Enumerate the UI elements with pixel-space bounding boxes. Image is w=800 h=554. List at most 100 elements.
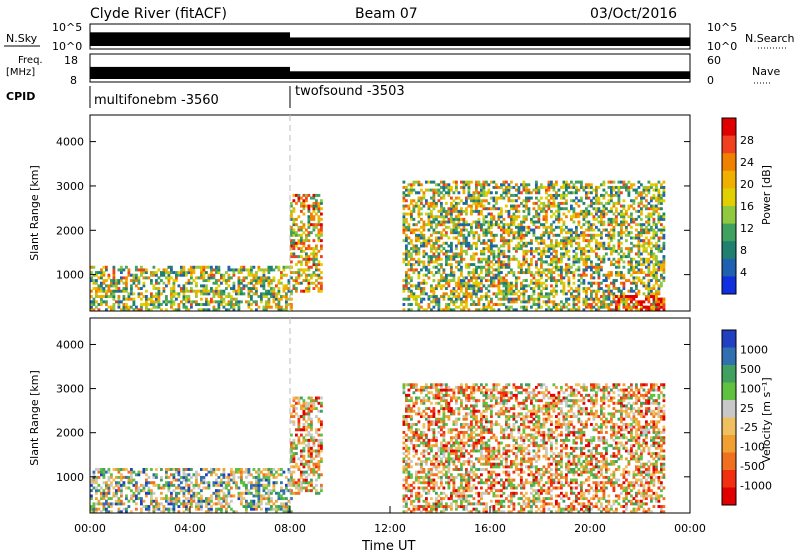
heatmap-cell	[405, 297, 408, 301]
heatmap-cell	[537, 297, 541, 301]
heatmap-cell	[645, 284, 648, 288]
heatmap-cell	[450, 257, 453, 261]
heatmap-cell	[615, 295, 618, 298]
heatmap-cell	[537, 292, 541, 296]
heatmap-cell	[155, 295, 158, 298]
heatmap-cell	[95, 486, 98, 490]
heatmap-cell	[107, 475, 111, 479]
heatmap-cell	[642, 292, 646, 296]
heatmap-cell	[520, 183, 523, 187]
heatmap-cell	[590, 199, 593, 203]
heatmap-cell	[447, 212, 451, 216]
heatmap-cell	[402, 223, 406, 227]
heatmap-cell	[255, 281, 258, 285]
heatmap-cell	[502, 281, 506, 285]
heatmap-cell	[497, 223, 501, 227]
heatmap-cell	[97, 507, 101, 511]
heatmap-cell	[627, 303, 631, 306]
heatmap-cell	[465, 209, 468, 213]
heatmap-cell	[150, 481, 153, 485]
heatmap-cell	[300, 281, 303, 285]
heatmap-cell	[280, 276, 283, 280]
heatmap-cell	[595, 252, 598, 256]
heatmap-cell	[260, 281, 263, 285]
heatmap-cell	[315, 247, 318, 251]
heatmap-cell	[572, 289, 576, 293]
heatmap-cell	[160, 475, 163, 479]
heatmap-cell	[97, 289, 101, 293]
heatmap-cell	[297, 438, 301, 442]
heatmap-cell	[405, 420, 408, 424]
heatmap-cell	[597, 263, 601, 267]
heatmap-cell	[490, 249, 493, 253]
heatmap-cell	[617, 201, 621, 205]
heatmap-cell	[487, 244, 491, 248]
heatmap-cell	[450, 185, 453, 189]
heatmap-cell	[405, 510, 408, 514]
heatmap-cell	[507, 199, 511, 203]
heatmap-cell	[250, 491, 253, 495]
heatmap-cell	[247, 268, 251, 272]
heatmap-cell	[295, 281, 298, 285]
heatmap-cell	[517, 188, 521, 192]
heatmap-cell	[555, 191, 558, 195]
heatmap-cell	[312, 257, 316, 261]
heatmap-cell	[152, 507, 156, 511]
heatmap-cell	[317, 409, 321, 413]
heatmap-cell	[415, 180, 418, 184]
heatmap-cell	[465, 295, 468, 298]
heatmap-cell	[290, 473, 293, 477]
heatmap-cell	[547, 244, 551, 248]
heatmap-cell	[507, 265, 511, 269]
heatmap-cell	[155, 507, 158, 511]
heatmap-cell	[622, 300, 626, 304]
heatmap-cell	[220, 489, 223, 493]
heatmap-cell	[407, 207, 411, 211]
heatmap-cell	[405, 281, 408, 285]
heatmap-cell	[482, 257, 486, 261]
heatmap-cell	[632, 220, 636, 224]
heatmap-cell	[637, 300, 641, 304]
heatmap-cell	[310, 217, 313, 221]
heatmap-cell	[137, 497, 141, 501]
heatmap-cell	[622, 215, 626, 219]
heatmap-cell	[230, 468, 233, 471]
heatmap-cell	[607, 233, 611, 237]
heatmap-cell	[565, 292, 568, 296]
heatmap-cell	[302, 462, 306, 466]
heatmap-cell	[317, 260, 321, 264]
heatmap-cell	[157, 289, 161, 293]
heatmap-cell	[525, 225, 528, 229]
heatmap-cell	[535, 297, 538, 301]
heatmap-cell	[190, 287, 193, 291]
heatmap-cell	[550, 228, 553, 232]
heatmap-cell	[250, 505, 253, 509]
heatmap-cell	[515, 287, 518, 291]
heatmap-cell	[315, 489, 318, 493]
heatmap-cell	[312, 449, 316, 453]
heatmap-cell	[122, 281, 126, 285]
heatmap-cell	[165, 300, 168, 304]
heatmap-cell	[510, 231, 513, 235]
heatmap-cell	[597, 220, 601, 224]
heatmap-cell	[572, 308, 576, 312]
heatmap-cell	[602, 241, 606, 245]
heatmap-cell	[227, 303, 231, 306]
heatmap-cell	[617, 300, 621, 304]
heatmap-cell	[562, 268, 566, 272]
heatmap-cell	[522, 249, 526, 253]
heatmap-cell	[655, 196, 658, 200]
heatmap-cell	[462, 185, 466, 189]
heatmap-cell	[535, 188, 538, 192]
heatmap-cell	[300, 196, 303, 200]
colorbar-tick-label: 8	[740, 244, 747, 257]
heatmap-cell	[150, 295, 153, 298]
heatmap-cell	[652, 276, 656, 280]
heatmap-cell	[467, 292, 471, 296]
heatmap-cell	[625, 297, 628, 301]
heatmap-cell	[407, 489, 411, 493]
heatmap-cell	[432, 295, 436, 298]
heatmap-cell	[477, 193, 481, 197]
heatmap-cell	[605, 273, 608, 277]
heatmap-cell	[102, 494, 106, 498]
